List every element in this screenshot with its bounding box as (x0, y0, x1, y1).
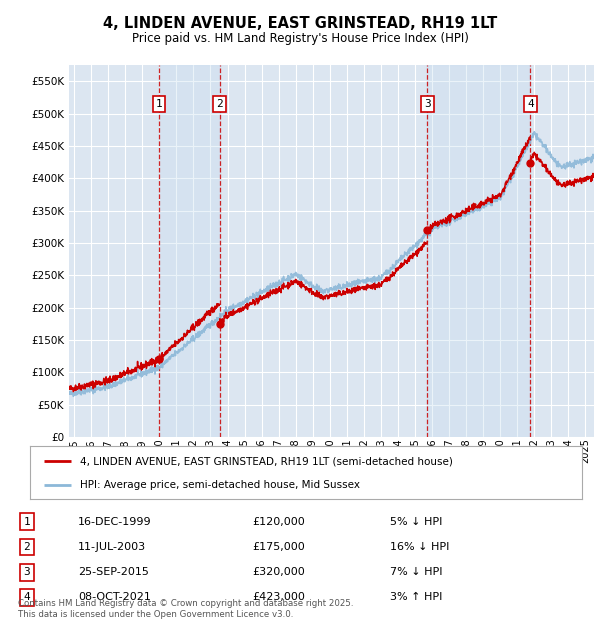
Text: 4: 4 (23, 592, 31, 603)
Text: Price paid vs. HM Land Registry's House Price Index (HPI): Price paid vs. HM Land Registry's House … (131, 32, 469, 45)
Text: 5% ↓ HPI: 5% ↓ HPI (390, 516, 442, 527)
Bar (427, 65, 530, 437)
Text: 16% ↓ HPI: 16% ↓ HPI (390, 542, 449, 552)
Text: 3: 3 (23, 567, 31, 577)
Text: £175,000: £175,000 (252, 542, 305, 552)
Text: 1: 1 (23, 516, 31, 527)
Text: 16-DEC-1999: 16-DEC-1999 (78, 516, 152, 527)
Text: £120,000: £120,000 (252, 516, 305, 527)
Text: 7% ↓ HPI: 7% ↓ HPI (390, 567, 443, 577)
Text: 2: 2 (216, 99, 223, 109)
Text: 25-SEP-2015: 25-SEP-2015 (78, 567, 149, 577)
Text: £320,000: £320,000 (252, 567, 305, 577)
Text: HPI: Average price, semi-detached house, Mid Sussex: HPI: Average price, semi-detached house,… (80, 480, 359, 490)
Text: 2: 2 (23, 542, 31, 552)
Text: 1: 1 (155, 99, 162, 109)
Text: 3: 3 (424, 99, 431, 109)
Text: Contains HM Land Registry data © Crown copyright and database right 2025.
This d: Contains HM Land Registry data © Crown c… (18, 600, 353, 619)
Text: 4, LINDEN AVENUE, EAST GRINSTEAD, RH19 1LT (semi-detached house): 4, LINDEN AVENUE, EAST GRINSTEAD, RH19 1… (80, 456, 452, 466)
Text: 4, LINDEN AVENUE, EAST GRINSTEAD, RH19 1LT: 4, LINDEN AVENUE, EAST GRINSTEAD, RH19 1… (103, 16, 497, 31)
Bar (158, 65, 220, 437)
Text: 4: 4 (527, 99, 534, 109)
Text: 08-OCT-2021: 08-OCT-2021 (78, 592, 151, 603)
Text: 3% ↑ HPI: 3% ↑ HPI (390, 592, 442, 603)
Text: £423,000: £423,000 (252, 592, 305, 603)
Text: 11-JUL-2003: 11-JUL-2003 (78, 542, 146, 552)
